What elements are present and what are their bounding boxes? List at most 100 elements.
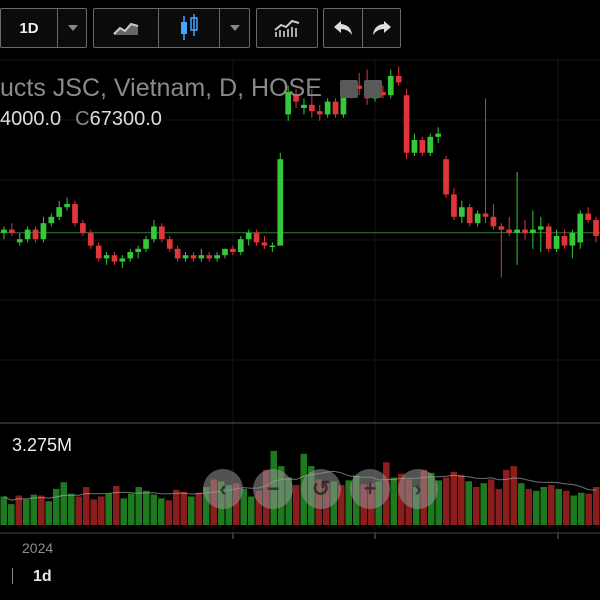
candle xyxy=(9,229,15,233)
interval-button[interactable]: 1D xyxy=(1,9,57,47)
zoom-in-button[interactable]: + xyxy=(350,469,390,509)
candle xyxy=(253,232,260,243)
volume-bar xyxy=(578,492,585,525)
candle xyxy=(332,101,339,115)
volume-bar xyxy=(255,490,262,525)
open-value: 4000.0 xyxy=(0,108,62,130)
volume-bar xyxy=(525,488,532,525)
volume-bar xyxy=(68,493,75,525)
volume-bar xyxy=(338,485,345,525)
volume-bar xyxy=(60,482,67,525)
indicators-icon xyxy=(274,19,300,37)
line-chart-icon xyxy=(113,22,139,35)
candle xyxy=(537,226,544,230)
candle xyxy=(24,229,31,240)
scroll-left-button[interactable]: ‹ xyxy=(203,469,243,509)
candle xyxy=(482,213,489,217)
chart-style-dropdown-button[interactable] xyxy=(220,9,250,47)
volume-bar xyxy=(45,501,52,525)
candle xyxy=(293,95,299,102)
zoom-out-button[interactable]: − xyxy=(253,469,293,509)
candle xyxy=(1,229,7,233)
volume-bar xyxy=(203,487,210,525)
candle xyxy=(427,136,434,153)
candle xyxy=(466,207,473,224)
chevron-left-icon: ‹ xyxy=(219,476,227,501)
volume-bar xyxy=(443,477,450,525)
candle xyxy=(419,140,426,153)
chevron-down-icon xyxy=(230,25,240,31)
divider xyxy=(158,9,159,47)
candle xyxy=(569,232,576,246)
line-chart-button[interactable] xyxy=(94,9,158,47)
candle xyxy=(451,194,457,217)
volume-bar xyxy=(570,495,577,525)
candle xyxy=(395,76,402,83)
close-label: C xyxy=(75,108,90,130)
candle xyxy=(435,133,441,137)
candle xyxy=(316,111,323,115)
volume-bar xyxy=(38,495,45,525)
volume-bar xyxy=(143,490,150,525)
candle xyxy=(522,229,528,233)
candle xyxy=(309,104,315,112)
volume-bar xyxy=(518,483,525,525)
volume-bar xyxy=(23,499,30,525)
divider xyxy=(219,9,220,47)
candle xyxy=(411,140,418,153)
gear-icon[interactable] xyxy=(364,80,382,98)
candle xyxy=(174,248,181,259)
volume-bar xyxy=(540,487,547,525)
candle xyxy=(561,236,568,246)
interval-label: 1D xyxy=(19,19,39,37)
candle xyxy=(95,245,102,259)
reset-icon: ↺ xyxy=(311,476,331,501)
plus-icon: + xyxy=(363,476,377,501)
candle xyxy=(198,255,205,259)
candle xyxy=(103,255,110,259)
reset-zoom-button[interactable]: ↺ xyxy=(301,469,341,509)
volume-bar xyxy=(135,487,142,525)
volume-bar xyxy=(120,498,127,525)
candle xyxy=(530,229,536,233)
volume-value: 3.275M xyxy=(12,435,73,455)
candle xyxy=(206,255,213,259)
eye-icon[interactable] xyxy=(340,80,358,98)
volume-bar xyxy=(233,483,240,525)
undo-button[interactable] xyxy=(324,9,362,47)
candle xyxy=(340,92,347,115)
x-axis-tick: 2024 xyxy=(22,540,54,556)
volume-bar xyxy=(0,496,7,525)
candle xyxy=(40,223,47,240)
candle xyxy=(32,229,39,240)
candle xyxy=(356,85,363,89)
candle xyxy=(245,232,252,240)
ohlc-values: 4000.0 C67300.0 xyxy=(0,108,162,131)
volume-bar xyxy=(473,487,480,525)
volume-bar xyxy=(345,480,352,525)
volume-bar xyxy=(90,499,97,525)
volume-bar xyxy=(75,496,82,525)
volume-bar xyxy=(593,487,600,525)
candle xyxy=(403,95,410,153)
volume-bar xyxy=(293,485,300,525)
volume-bar xyxy=(248,496,255,525)
candle xyxy=(119,258,126,262)
volume-bar xyxy=(165,500,172,525)
candle xyxy=(166,239,173,249)
candle xyxy=(380,92,386,96)
chart-style-group xyxy=(93,8,250,48)
volume-bar xyxy=(15,495,22,525)
bottom-interval-button[interactable]: 1d xyxy=(33,568,52,585)
volume-bar xyxy=(173,489,180,525)
candle xyxy=(230,248,236,252)
volume-bar xyxy=(510,466,517,525)
interval-dropdown-button[interactable] xyxy=(58,9,87,47)
redo-button[interactable] xyxy=(363,9,401,47)
volume-bar xyxy=(533,490,540,525)
chevron-down-icon xyxy=(67,25,78,31)
scroll-right-button[interactable]: › xyxy=(398,469,438,509)
indicators-button[interactable] xyxy=(257,9,317,47)
volume-bar xyxy=(180,491,187,525)
candlestick-button[interactable] xyxy=(159,9,219,47)
